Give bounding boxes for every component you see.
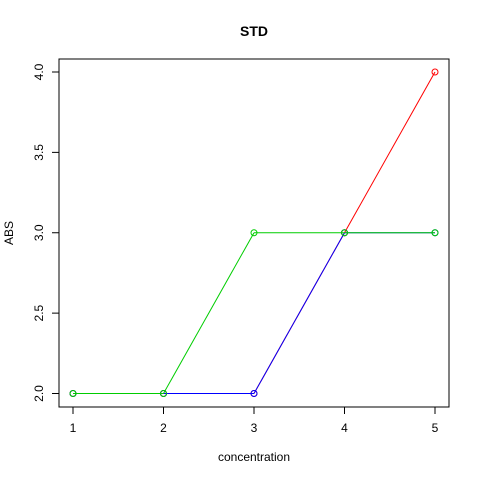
y-axis-label: ABS — [2, 221, 16, 245]
series-1-point — [431, 68, 439, 76]
y-tick-label: 3.0 — [32, 224, 46, 241]
series-2 — [69, 229, 439, 397]
x-tick-label: 5 — [432, 421, 439, 435]
y-tick-label: 2.0 — [32, 385, 46, 402]
series-3-point — [69, 390, 77, 397]
y-tick-label: 3.5 — [32, 144, 46, 161]
series-3-point — [341, 229, 348, 237]
x-tick-label: 1 — [70, 421, 77, 435]
series-3-segment — [163, 232, 255, 394]
y-tick-label: 4.0 — [32, 63, 46, 80]
plot-area — [58, 58, 450, 408]
x-tick-label: 2 — [160, 421, 167, 435]
series-2-segment — [253, 232, 345, 394]
x-tick-label: 4 — [341, 421, 348, 435]
x-axis-label: concentration — [218, 450, 290, 464]
y-tick-label: 2.5 — [32, 304, 46, 321]
series-3-point — [160, 390, 167, 397]
series-1-segment — [344, 71, 436, 233]
series-3-point — [431, 229, 439, 237]
series-2-point — [250, 390, 258, 397]
series-3 — [69, 229, 439, 397]
x-tick-label: 3 — [251, 421, 258, 435]
series-3-point — [250, 229, 258, 237]
y-axis: 2.0 2.5 3.0 3.5 4.0 — [32, 63, 59, 402]
x-axis: 1 2 3 4 5 — [70, 407, 439, 435]
chart-title: STD — [240, 23, 268, 39]
